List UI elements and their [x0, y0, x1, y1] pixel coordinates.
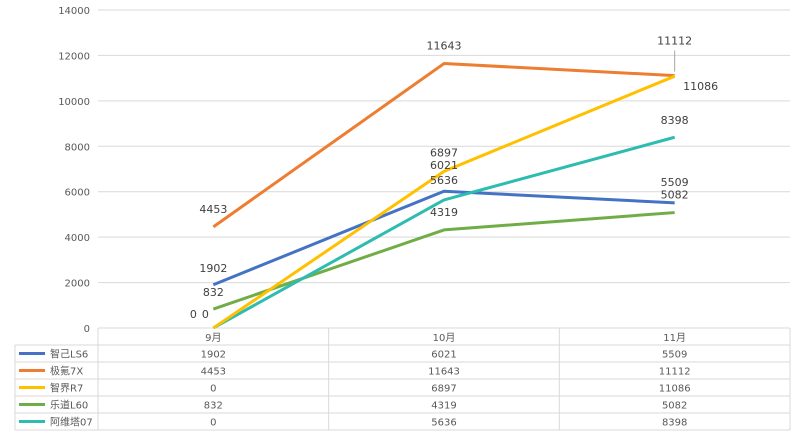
- table-cell: 6021: [431, 350, 456, 361]
- table-cell: 4319: [431, 401, 456, 412]
- data-label: 5636: [430, 174, 458, 187]
- data-label: 5082: [661, 189, 689, 202]
- y-tick-label: 6000: [65, 188, 90, 199]
- data-label: 1902: [199, 262, 227, 275]
- x-tick-label: 10月: [433, 332, 456, 344]
- legend-label: 极氪7X: [50, 365, 83, 378]
- table-cell: 0: [210, 418, 216, 429]
- data-label: 11112: [657, 35, 692, 48]
- y-tick-label: 10000: [58, 97, 90, 108]
- series-line: [212, 189, 675, 287]
- table-cell: 5082: [662, 401, 687, 412]
- data-label: 11086: [683, 80, 718, 93]
- y-tick-label: 8000: [65, 142, 90, 153]
- data-label: 832: [203, 286, 224, 299]
- x-tick-label: 11月: [663, 332, 686, 344]
- data-label: 11643: [427, 40, 462, 53]
- series-line: [212, 135, 676, 330]
- data-label: 4319: [430, 206, 458, 219]
- legend-label: 阿维塔07: [50, 416, 93, 429]
- table-cell: 11643: [428, 367, 460, 378]
- data-label: 6897: [430, 146, 458, 159]
- table-cell: 1902: [201, 350, 226, 361]
- table-cell: 6897: [431, 384, 456, 395]
- table-cell: 8398: [662, 418, 687, 429]
- data-label: 8398: [661, 114, 689, 127]
- x-tick-label: 9月: [205, 332, 221, 344]
- data-label: 0: [202, 308, 209, 321]
- table-cell: 5636: [431, 418, 456, 429]
- series-line: [212, 62, 675, 229]
- y-tick-label: 0: [84, 324, 90, 335]
- legend-label: 乐道L60: [50, 399, 88, 412]
- table-cell: 11112: [659, 367, 691, 378]
- legend-label: 智界R7: [50, 382, 83, 395]
- legend-label: 智己LS6: [50, 348, 88, 361]
- y-tick-label: 2000: [65, 279, 90, 290]
- y-tick-label: 12000: [58, 51, 90, 62]
- table-cell: 5509: [662, 350, 687, 361]
- table-cell: 4453: [201, 367, 226, 378]
- series-line: [212, 74, 676, 330]
- y-tick-label: 4000: [65, 233, 90, 244]
- series-line: [212, 211, 675, 311]
- data-label: 6021: [430, 159, 458, 172]
- data-label: 5509: [661, 176, 689, 189]
- table-cell: 832: [204, 401, 223, 412]
- data-label: 4453: [199, 203, 227, 216]
- y-tick-label: 14000: [58, 6, 90, 17]
- table-cell: 0: [210, 384, 216, 395]
- data-label: 0: [190, 308, 197, 321]
- table-cell: 11086: [659, 384, 691, 395]
